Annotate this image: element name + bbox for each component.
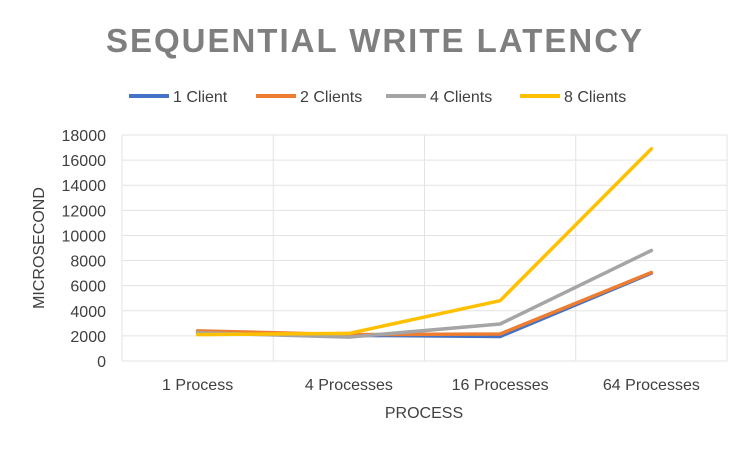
- series-lines: [195, 147, 654, 339]
- y-tick-label: 14000: [62, 178, 107, 195]
- series-line-4: [195, 147, 654, 337]
- x-axis-title: PROCESS: [385, 405, 463, 422]
- y-tick-label: 4000: [70, 304, 106, 321]
- legend: 1 Client 2 Clients 4 Clients 8 Clients: [129, 89, 626, 106]
- legend-label: 2 Clients: [300, 89, 362, 106]
- chart-title: SEQUENTIAL WRITE LATENCY: [106, 22, 644, 59]
- legend-label: 8 Clients: [564, 89, 626, 106]
- y-tick-label: 18000: [62, 128, 107, 145]
- legend-item: 8 Clients: [520, 89, 626, 106]
- y-tick-label: 10000: [62, 228, 107, 245]
- x-tick-label: 64 Processes: [603, 377, 700, 394]
- y-tick-label: 6000: [70, 279, 106, 296]
- y-axis-tick-labels: 0 2000 4000 6000 8000 10000 12000 14000 16000 180…: [62, 128, 107, 371]
- y-tick-label: 12000: [62, 203, 107, 220]
- legend-item: 1 Client: [129, 89, 228, 106]
- x-tick-label: 16 Processes: [452, 377, 549, 394]
- x-tick-label: 1 Process: [162, 377, 233, 394]
- x-axis-tick-labels: 1 Process 4 Processes 16 Processes 64 Proce…: [162, 377, 700, 394]
- x-tick-label: 4 Processes: [305, 377, 393, 394]
- y-axis-title: MICROSECOND: [31, 187, 48, 309]
- vertical-gridlines: [121, 135, 728, 361]
- y-tick-label: 8000: [70, 254, 106, 271]
- legend-label: 1 Client: [173, 89, 228, 106]
- y-tick-label: 16000: [62, 153, 107, 170]
- legend-label: 4 Clients: [430, 89, 492, 106]
- y-tick-label: 0: [97, 354, 106, 371]
- legend-item: 4 Clients: [386, 89, 492, 106]
- legend-item: 2 Clients: [256, 89, 362, 106]
- y-tick-label: 2000: [70, 329, 106, 346]
